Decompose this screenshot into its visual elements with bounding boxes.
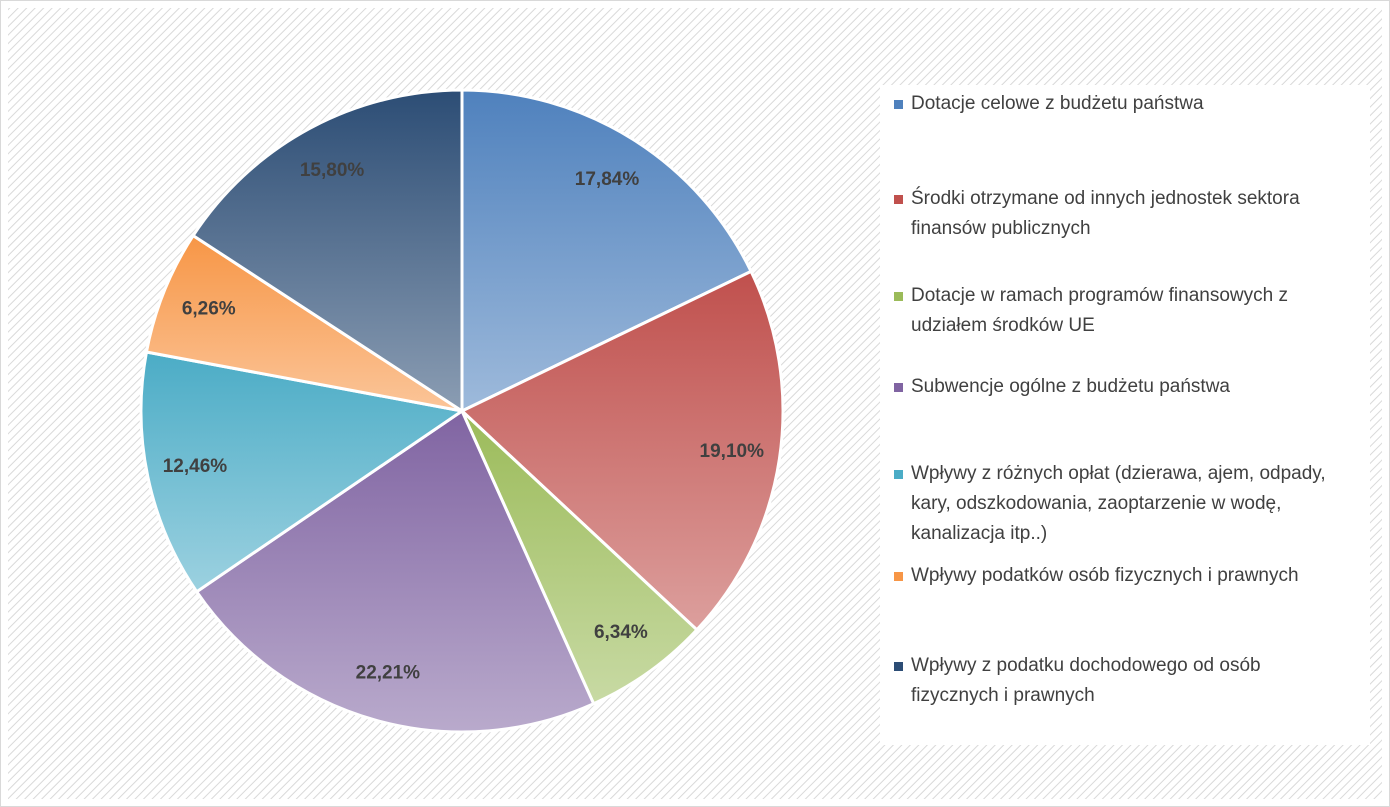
data-label: 17,84% (575, 169, 640, 190)
legend-label: Dotacje celowe z budżetu państwa (911, 93, 1204, 114)
legend-swatch (894, 195, 903, 204)
pie-slice (144, 233, 463, 413)
legend-label: Środki otrzymane od innych jednostek sek… (911, 188, 1300, 239)
legend-swatch (894, 292, 903, 301)
data-label: 6,26% (182, 298, 236, 319)
legend-label: Wpływy podatków osób fizycznych i prawny… (911, 565, 1299, 586)
legend-entry: Subwencje ogólne z budżetu państwa (894, 372, 1351, 402)
pie-slice (459, 269, 785, 632)
data-label: 6,34% (594, 622, 648, 643)
pie-slice (194, 408, 596, 734)
data-label: 15,80% (300, 160, 365, 181)
legend-entry: Środki otrzymane od innych jednostek sek… (894, 184, 1351, 244)
legend-entry: Dotacje w ramach programów finansowych z… (894, 281, 1351, 341)
legend-swatch (894, 572, 903, 581)
data-label: 12,46% (163, 456, 228, 477)
legend-swatch (894, 100, 903, 109)
pie-slice (460, 409, 699, 706)
legend-entry: Wpływy z podatku dochodowego od osób fiz… (894, 651, 1351, 711)
pie-slice (139, 350, 466, 594)
data-label: 22,21% (356, 663, 421, 684)
legend: Dotacje celowe z budżetu państwa Środki o… (880, 85, 1370, 745)
legend-label: Wpływy z podatku dochodowego od osób fiz… (911, 655, 1261, 706)
legend-label: Dotacje w ramach programów finansowych z… (911, 285, 1288, 336)
pie-slice (191, 88, 464, 414)
legend-entry: Wpływy z różnych opłat (dzierawa, ajem, … (894, 459, 1351, 549)
legend-swatch (894, 662, 903, 671)
legend-entry: Dotacje celowe z budżetu państwa (894, 89, 1351, 119)
legend-entry: Wpływy podatków osób fizycznych i prawny… (894, 561, 1351, 591)
legend-swatch (894, 383, 903, 392)
legend-label: Subwencje ogólne z budżetu państwa (911, 376, 1231, 397)
legend-swatch (894, 470, 903, 479)
legend-label: Wpływy z różnych opłat (dzierawa, ajem, … (911, 463, 1326, 544)
data-label: 19,10% (700, 441, 765, 462)
pie-slice (460, 88, 754, 414)
